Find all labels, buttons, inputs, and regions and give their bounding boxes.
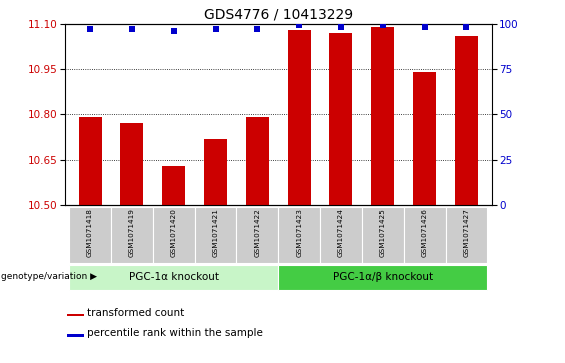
Text: genotype/variation ▶: genotype/variation ▶ — [1, 273, 97, 281]
FancyBboxPatch shape — [279, 207, 320, 263]
FancyBboxPatch shape — [404, 207, 446, 263]
Text: GSM1071426: GSM1071426 — [421, 209, 428, 257]
Point — [85, 26, 94, 32]
Text: GSM1071420: GSM1071420 — [171, 209, 177, 257]
FancyBboxPatch shape — [69, 207, 111, 263]
Point — [420, 24, 429, 30]
FancyBboxPatch shape — [279, 265, 488, 290]
Bar — [67, 334, 84, 337]
FancyBboxPatch shape — [362, 207, 404, 263]
Bar — [288, 30, 311, 205]
Text: GSM1071425: GSM1071425 — [380, 209, 386, 257]
Text: percentile rank within the sample: percentile rank within the sample — [86, 329, 262, 338]
Text: transformed count: transformed count — [86, 308, 184, 318]
Bar — [204, 139, 227, 205]
Bar — [413, 72, 436, 205]
Text: GSM1071421: GSM1071421 — [212, 209, 219, 257]
Point — [169, 28, 178, 34]
Text: GSM1071422: GSM1071422 — [254, 209, 260, 257]
Bar — [67, 314, 84, 317]
Point — [379, 23, 388, 28]
Text: PGC-1α/β knockout: PGC-1α/β knockout — [333, 272, 433, 282]
Point — [211, 26, 220, 32]
Text: GSM1071419: GSM1071419 — [129, 209, 135, 257]
Point — [462, 24, 471, 30]
Bar — [120, 123, 144, 205]
Text: GSM1071423: GSM1071423 — [296, 209, 302, 257]
Bar — [455, 36, 478, 205]
FancyBboxPatch shape — [111, 207, 153, 263]
Point — [337, 24, 346, 30]
Bar — [329, 33, 353, 205]
Text: GSM1071418: GSM1071418 — [87, 209, 93, 257]
Bar — [246, 117, 269, 205]
Bar — [162, 166, 185, 205]
Title: GDS4776 / 10413229: GDS4776 / 10413229 — [204, 7, 353, 21]
Point — [295, 23, 304, 28]
Text: PGC-1α knockout: PGC-1α knockout — [129, 272, 219, 282]
FancyBboxPatch shape — [153, 207, 194, 263]
FancyBboxPatch shape — [446, 207, 488, 263]
Point — [253, 26, 262, 32]
FancyBboxPatch shape — [320, 207, 362, 263]
Text: GSM1071424: GSM1071424 — [338, 209, 344, 257]
Bar — [79, 117, 102, 205]
FancyBboxPatch shape — [236, 207, 279, 263]
Bar — [371, 26, 394, 205]
Text: GSM1071427: GSM1071427 — [463, 209, 470, 257]
FancyBboxPatch shape — [194, 207, 236, 263]
Point — [127, 26, 136, 32]
FancyBboxPatch shape — [69, 265, 279, 290]
